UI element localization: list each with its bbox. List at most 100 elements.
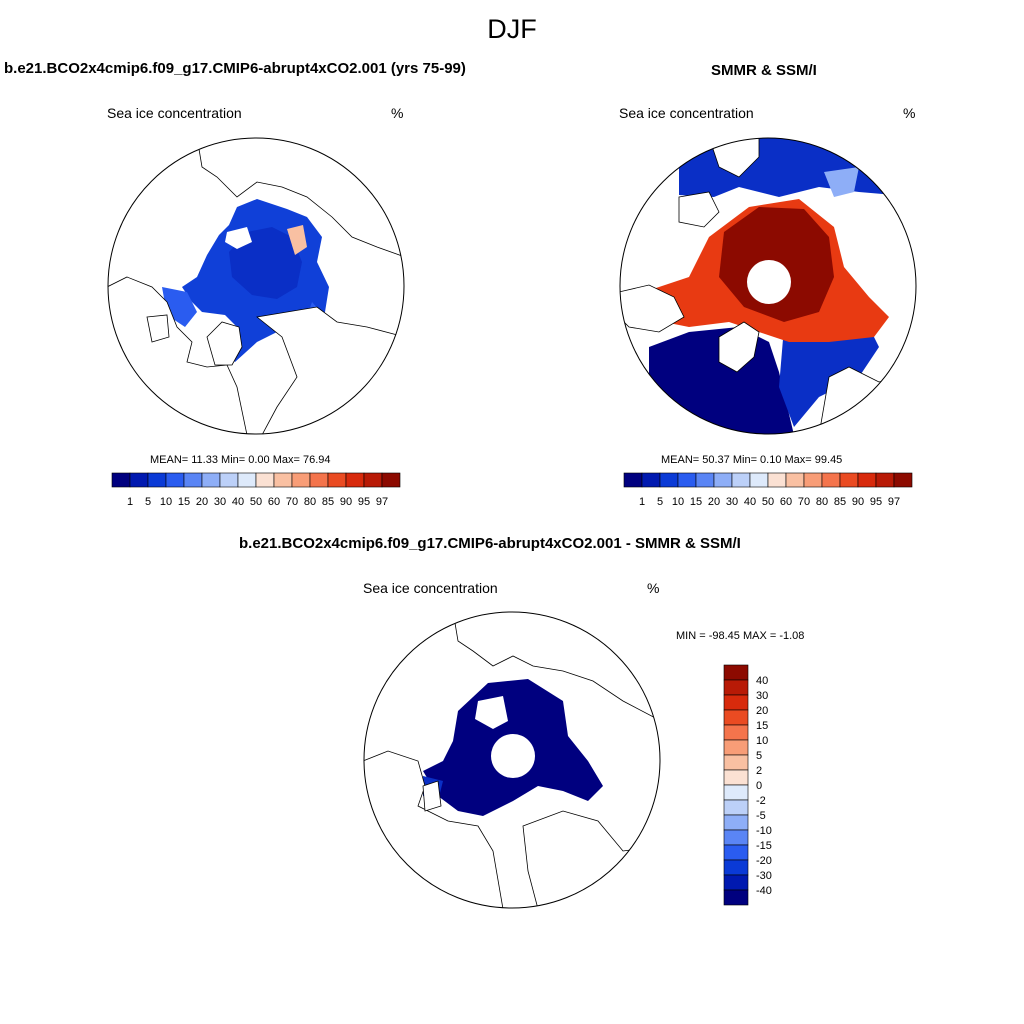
diff-colorbar-tick-label: -2 (756, 795, 766, 807)
obs-colorbar-tick-label: 95 (870, 496, 882, 508)
model-colorbar-tick-label: 97 (376, 496, 388, 508)
obs-colorbar-tick-label: 97 (888, 496, 900, 508)
model-polar-map (107, 137, 405, 435)
model-colorbar-swatch (273, 472, 293, 488)
diff-colorbar-tick-label: -40 (756, 885, 772, 897)
diff-colorbar-tick-label: -15 (756, 840, 772, 852)
diff-colorbar-swatch (723, 739, 749, 756)
diff-colorbar-swatch (723, 844, 749, 861)
obs-colorbar-tick-label: 1 (639, 496, 645, 508)
obs-colorbar-tick-label: 20 (708, 496, 720, 508)
model-colorbar-tick-label: 30 (214, 496, 226, 508)
obs-colorbar-swatch (641, 472, 661, 488)
model-colorbar-swatch (381, 472, 401, 488)
diff-polar-map (363, 611, 661, 909)
obs-colorbar-tick-label: 50 (762, 496, 774, 508)
diff-variable-label: Sea ice concentration (363, 580, 498, 596)
model-colorbar-swatch (147, 472, 167, 488)
model-colorbar-tick-label: 85 (322, 496, 334, 508)
greenland-outline (206, 321, 243, 366)
model-colorbar-tick-label: 95 (358, 496, 370, 508)
diff-colorbar-swatch (723, 679, 749, 696)
model-colorbar-swatch (327, 472, 347, 488)
obs-colorbar-swatch (767, 472, 787, 488)
obs-colorbar-swatch (785, 472, 805, 488)
diff-colorbar-swatch (723, 709, 749, 726)
obs-colorbar-swatch (659, 472, 679, 488)
diff-colorbar-swatch (723, 724, 749, 741)
figure-title: DJF (487, 14, 537, 44)
diff-colorbar-swatch (723, 814, 749, 831)
model-colorbar-tick-label: 20 (196, 496, 208, 508)
model-colorbar-swatch (201, 472, 221, 488)
model-colorbar: 1 5 10 15 20 30 40 50 60 70 80 85 90 95 97 (111, 472, 401, 508)
model-colorbar-tick-label: 40 (232, 496, 244, 508)
obs-colorbar-swatch (623, 472, 643, 488)
model-colorbar-swatch (111, 472, 131, 488)
diff-colorbar-swatch (723, 694, 749, 711)
diff-colorbar-tick-label: 15 (756, 720, 768, 732)
diff-colorbar-tick-label: -5 (756, 810, 766, 822)
obs-colorbar-swatch (839, 472, 859, 488)
obs-stats: MEAN= 50.37 Min= 0.10 Max= 99.45 (661, 454, 843, 466)
obs-colorbar-tick-label: 30 (726, 496, 738, 508)
model-colorbar-tick-label: 5 (145, 496, 151, 508)
model-colorbar-tick-label: 50 (250, 496, 262, 508)
diff-colorbar-swatch (723, 754, 749, 771)
model-colorbar-swatch (219, 472, 239, 488)
model-colorbar-tick-label: 15 (178, 496, 190, 508)
diff-colorbar-swatch (723, 874, 749, 891)
diff-panel-title: b.e21.BCO2x4cmip6.f09_g17.CMIP6-abrupt4x… (239, 535, 741, 552)
model-colorbar-tick-label: 60 (268, 496, 280, 508)
model-stats: MEAN= 11.33 Min= 0.00 Max= 76.94 (150, 454, 331, 466)
diff-colorbar-tick-label: -20 (756, 855, 772, 867)
obs-colorbar-tick-label: 80 (816, 496, 828, 508)
model-colorbar-swatch (363, 472, 383, 488)
model-colorbar-swatch (183, 472, 203, 488)
model-colorbar-swatch (345, 472, 365, 488)
obs-variable-label: Sea ice concentration (619, 105, 754, 121)
diff-colorbar-swatch (723, 799, 749, 816)
diff-colorbar-tick-label: -10 (756, 825, 772, 837)
diff-colorbar-tick-label: 2 (756, 765, 762, 777)
obs-colorbar-swatch (731, 472, 751, 488)
obs-colorbar-swatch (857, 472, 877, 488)
obs-colorbar-tick-label: 90 (852, 496, 864, 508)
diff-stats: MIN = -98.45 MAX = -1.08 (676, 630, 805, 642)
diff-colorbar-swatch (723, 859, 749, 876)
obs-colorbar-swatch (893, 472, 913, 488)
model-colorbar-tick-label: 80 (304, 496, 316, 508)
diff-units-label: % (647, 580, 660, 596)
diff-colorbar-swatch (723, 829, 749, 846)
model-colorbar-swatch (129, 472, 149, 488)
diff-colorbar-swatch (723, 784, 749, 801)
model-colorbar-swatch (291, 472, 311, 488)
model-colorbar-swatch (165, 472, 185, 488)
obs-colorbar-swatch (713, 472, 733, 488)
obs-colorbar-swatch (749, 472, 769, 488)
obs-colorbar-tick-label: 60 (780, 496, 792, 508)
model-units-label: % (391, 105, 404, 121)
obs-polar-map (619, 137, 917, 435)
model-colorbar-swatch (309, 472, 329, 488)
model-colorbar-swatch (255, 472, 275, 488)
model-colorbar-tick-label: 10 (160, 496, 172, 508)
diff-colorbar-swatch (723, 889, 749, 906)
diff-colorbar-tick-label: 30 (756, 690, 768, 702)
model-colorbar-tick-label: 90 (340, 496, 352, 508)
model-colorbar-tick-label: 70 (286, 496, 298, 508)
obs-units-label: % (903, 105, 916, 121)
obs-colorbar: 1 5 10 15 20 30 40 50 60 70 80 85 90 95 97 (623, 472, 913, 508)
obs-colorbar-swatch (821, 472, 841, 488)
model-variable-label: Sea ice concentration (107, 105, 242, 121)
obs-colorbar-swatch (677, 472, 697, 488)
diff-colorbar-swatch (723, 769, 749, 786)
diff-colorbar-tick-label: 5 (756, 750, 762, 762)
obs-colorbar-tick-label: 10 (672, 496, 684, 508)
obs-colorbar-tick-label: 70 (798, 496, 810, 508)
diff-colorbar-tick-label: 40 (756, 675, 768, 687)
model-colorbar-swatch (237, 472, 257, 488)
obs-colorbar-tick-label: 5 (657, 496, 663, 508)
diff-colorbar-swatch (723, 664, 749, 681)
